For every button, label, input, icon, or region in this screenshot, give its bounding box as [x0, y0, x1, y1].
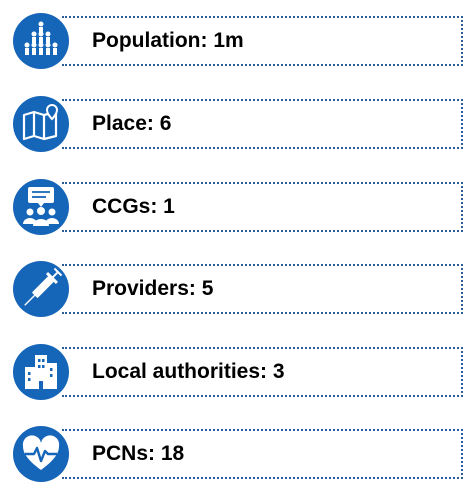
stat-row: CCGs: 1 [0, 179, 467, 235]
stat-box [62, 347, 463, 397]
stat-row: Local authorities: 3 [0, 344, 467, 400]
stat-row: PCNs: 18 [0, 426, 467, 482]
pcn-icon [13, 426, 69, 482]
stat-box [62, 99, 463, 149]
population-icon [13, 13, 69, 69]
stat-row: Place: 6 [0, 96, 467, 152]
providers-icon [13, 261, 69, 317]
stat-row: Population: 1m [0, 13, 467, 69]
stat-box [62, 182, 463, 232]
stat-row: Providers: 5 [0, 261, 467, 317]
stat-box [62, 264, 463, 314]
stat-label: PCNs: 18 [92, 442, 185, 465]
stat-box [62, 16, 463, 66]
place-icon [13, 96, 69, 152]
stat-label: Place: 6 [92, 112, 172, 135]
stat-label: Local authorities: 3 [92, 360, 285, 383]
local-authorities-icon [13, 344, 69, 400]
stat-label: Providers: 5 [92, 277, 214, 300]
stat-label: CCGs: 1 [92, 195, 175, 218]
stat-label: Population: 1m [92, 29, 244, 52]
ccg-icon [13, 179, 69, 235]
stat-box [62, 429, 463, 479]
